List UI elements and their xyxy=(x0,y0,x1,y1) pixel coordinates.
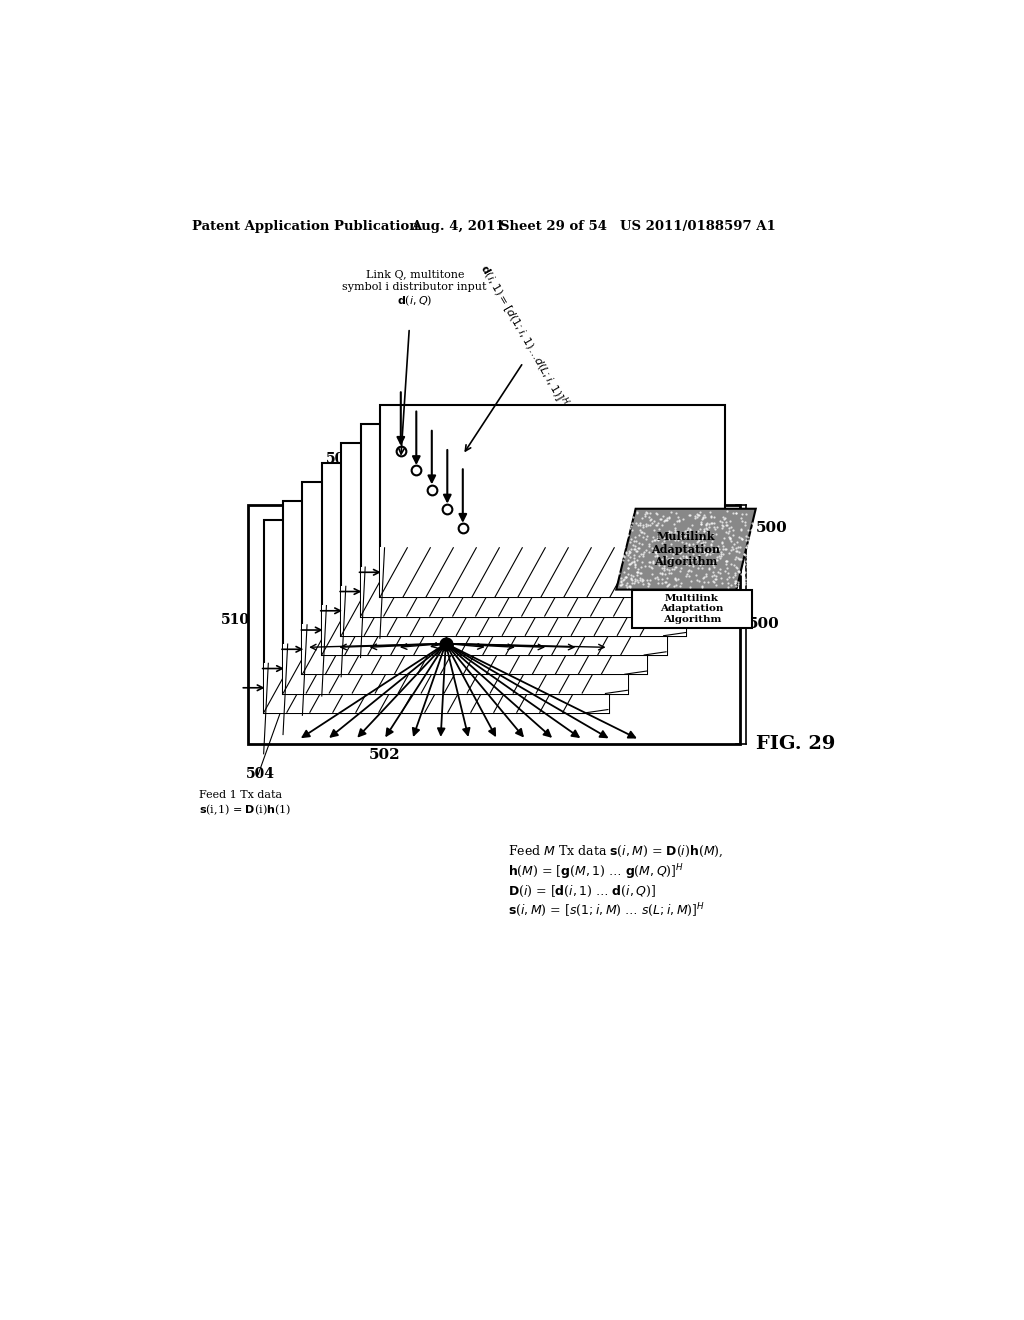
Bar xyxy=(283,502,628,693)
Bar xyxy=(380,548,725,597)
Text: 510: 510 xyxy=(221,614,250,627)
Text: $\mathbf{s}$(i,1) = $\mathbf{D}$(i)$\mathbf{h}$(1): $\mathbf{s}$(i,1) = $\mathbf{D}$(i)$\mat… xyxy=(200,803,292,817)
Text: 500: 500 xyxy=(748,618,779,631)
Text: $\mathbf{d}$($i$,4): $\mathbf{d}$($i$,4) xyxy=(438,405,476,420)
Polygon shape xyxy=(616,508,756,590)
Bar xyxy=(380,405,725,597)
Bar xyxy=(248,506,740,743)
Bar xyxy=(341,444,686,636)
Text: 502: 502 xyxy=(369,748,400,762)
Bar xyxy=(632,590,752,628)
Text: Aug. 4, 2011: Aug. 4, 2011 xyxy=(411,219,505,232)
Text: g(M,1): g(M,1) xyxy=(586,644,633,657)
Bar xyxy=(322,462,667,655)
Text: US 2011/0188597 A1: US 2011/0188597 A1 xyxy=(621,219,776,232)
Bar xyxy=(322,605,667,655)
Bar xyxy=(263,663,608,713)
Text: 504: 504 xyxy=(246,767,274,781)
Text: $\mathbf{d}$$(i,1)=[d(1;i,1) \ldots d(L;i,1)]^H$: $\mathbf{d}$$(i,1)=[d(1;i,1) \ldots d(L;… xyxy=(475,261,571,411)
Text: Patent Application Publication: Patent Application Publication xyxy=(191,219,418,232)
Bar xyxy=(302,482,647,675)
Bar xyxy=(341,586,686,636)
Text: 508: 508 xyxy=(326,451,354,466)
Bar xyxy=(360,566,706,616)
Text: 500: 500 xyxy=(756,521,787,535)
Text: FIG. 29: FIG. 29 xyxy=(756,735,836,752)
Bar xyxy=(302,624,647,675)
Bar xyxy=(263,520,608,713)
Text: Sheet 29 of 54: Sheet 29 of 54 xyxy=(500,219,607,232)
Text: Multilink
Adaptation
Algorithm: Multilink Adaptation Algorithm xyxy=(660,594,724,624)
Text: Multilink
Adaptation
Algorithm: Multilink Adaptation Algorithm xyxy=(651,531,721,568)
Text: Feed 1 Tx data: Feed 1 Tx data xyxy=(200,789,283,800)
Bar xyxy=(360,424,706,616)
Bar xyxy=(283,644,628,693)
Text: g(1,1): g(1,1) xyxy=(317,664,360,677)
Text: Feed $M$ Tx data $\mathbf{s}$($i,M$) = $\mathbf{D}$($i$)$\mathbf{h}$($M$),
$\mat: Feed $M$ Tx data $\mathbf{s}$($i,M$) = $… xyxy=(508,843,723,919)
Text: Link Q, multitone
symbol i distributor input
$\mathbf{d}$($i,Q$): Link Q, multitone symbol i distributor i… xyxy=(342,271,487,309)
Text: 506: 506 xyxy=(539,451,567,466)
